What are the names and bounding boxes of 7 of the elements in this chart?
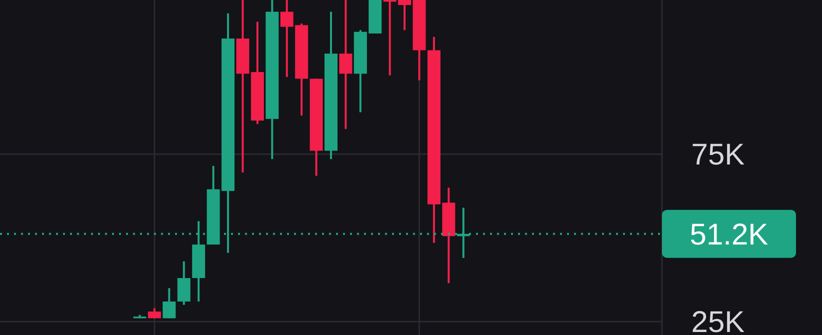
y-tick-label: 75K: [691, 138, 745, 172]
candlestick: [148, 307, 161, 320]
candlestick: [162, 287, 176, 320]
candlestick: [339, 0, 352, 130]
ref-line-label: 51.2K: [690, 218, 768, 252]
candlestick: [177, 260, 190, 306]
y-tick-label: 25K: [691, 306, 745, 335]
